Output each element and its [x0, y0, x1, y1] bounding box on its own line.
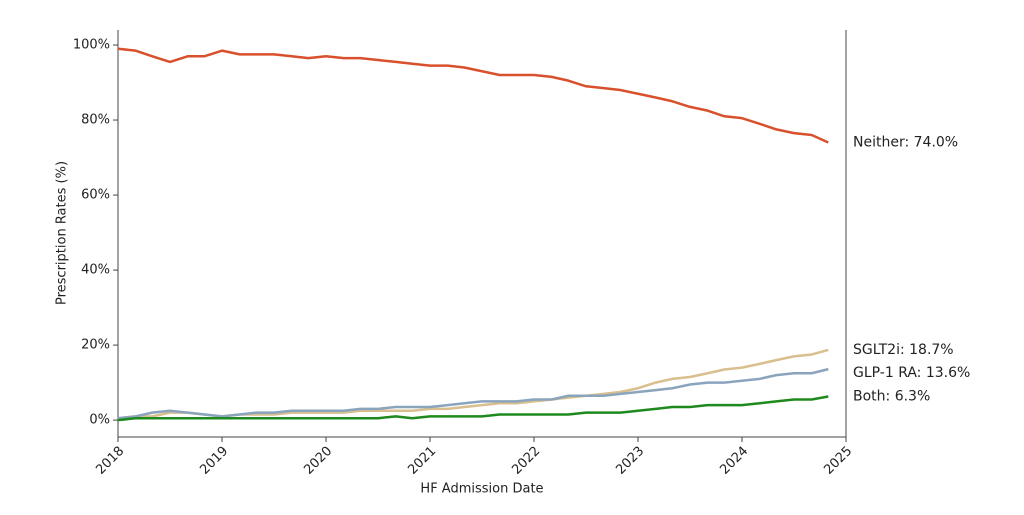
series-end-label: Both: 6.3%	[853, 388, 930, 404]
x-axis-label: HF Admission Date	[420, 482, 543, 497]
y-tick-label: 0%	[89, 413, 110, 428]
series-end-label: SGLT2i: 18.7%	[853, 342, 954, 358]
series-line	[117, 47, 829, 144]
y-tick-label: 80%	[81, 113, 110, 128]
y-tick-label: 60%	[81, 188, 110, 203]
series-line	[117, 367, 829, 420]
series-end-label: GLP-1 RA: 13.6%	[853, 365, 970, 381]
y-axis-label: Prescription Rates (%)	[55, 161, 70, 305]
y-tick-label: 100%	[73, 38, 110, 53]
series-line	[117, 395, 829, 422]
series-end-label: Neither: 74.0%	[853, 135, 958, 151]
y-tick-label: 40%	[81, 263, 110, 278]
y-tick-label: 20%	[81, 338, 110, 353]
